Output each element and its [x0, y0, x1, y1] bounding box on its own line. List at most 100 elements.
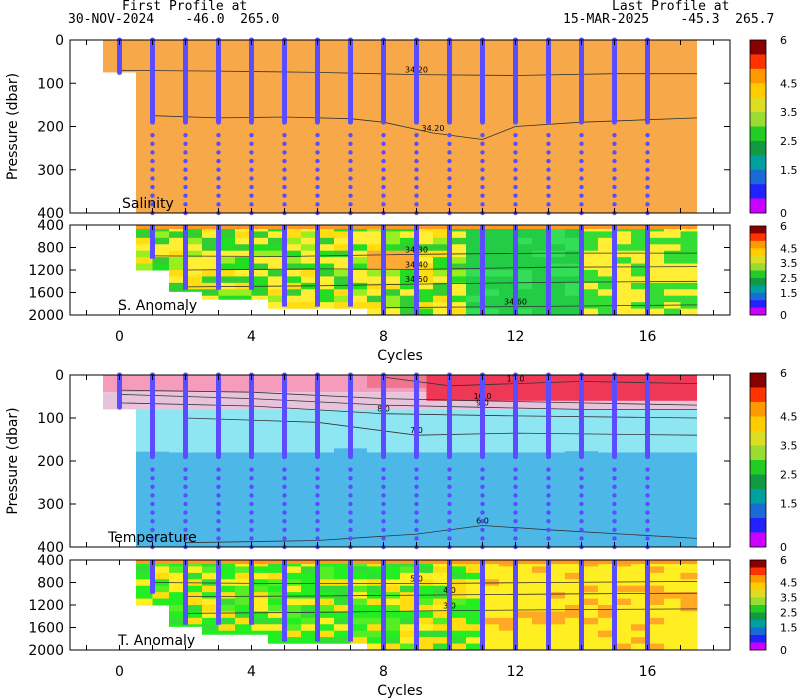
field-cell	[235, 592, 252, 600]
field-cell	[416, 295, 434, 303]
field-cell	[548, 605, 566, 612]
profile-dot	[612, 510, 617, 515]
field-cell	[664, 231, 681, 239]
field-cell	[416, 302, 434, 310]
profile-dot	[513, 132, 518, 138]
profile-dot	[513, 467, 518, 472]
field-cell	[152, 237, 170, 245]
field-cell	[548, 637, 566, 645]
field-cell	[268, 270, 285, 277]
profile-dot	[183, 510, 188, 515]
field-cell	[581, 617, 599, 625]
profile-dot	[183, 193, 188, 198]
colorbar-tick-label: 3.5	[780, 257, 798, 270]
field-cell	[284, 572, 302, 580]
field-cell	[317, 231, 335, 239]
field-cell	[334, 572, 351, 580]
field-cell	[202, 592, 219, 600]
field-cell	[416, 566, 434, 574]
field-cell	[499, 237, 516, 245]
profile-dot	[150, 184, 155, 190]
profile-dot	[612, 132, 617, 138]
field-cell	[268, 244, 285, 252]
field-cell	[680, 276, 698, 284]
field-cell	[400, 585, 417, 593]
colorbar-swatch	[750, 233, 766, 242]
field-cell	[350, 605, 368, 612]
field-cell	[664, 611, 681, 619]
field-cell	[631, 282, 648, 290]
field-cell	[317, 263, 335, 271]
field-cell	[433, 237, 450, 245]
field-cell	[301, 302, 318, 309]
colorbar-swatch	[750, 582, 766, 591]
field-cell	[664, 624, 681, 632]
field-cell	[565, 302, 582, 310]
profile-dot	[414, 167, 419, 172]
field-cell	[565, 566, 582, 574]
field-cell	[301, 237, 318, 245]
field-cell	[598, 579, 615, 587]
profile-dot	[183, 493, 188, 498]
field-cell	[631, 566, 648, 574]
profile-dot	[513, 193, 518, 198]
profile-dot	[447, 501, 452, 507]
field-cell	[251, 289, 269, 297]
y-tick-label: 200	[37, 454, 64, 470]
profile-dot	[480, 158, 485, 164]
field-cell	[367, 605, 384, 612]
colorbar-tick-label: 2.5	[780, 272, 798, 285]
colorbar-tick-label: 0	[780, 541, 787, 554]
contour-label: 34.20	[422, 124, 445, 133]
field-cell	[235, 630, 252, 635]
field-cell	[482, 308, 500, 316]
field-cell	[235, 270, 252, 277]
field-cell	[664, 282, 681, 290]
field-cell	[367, 617, 384, 625]
profile-dot	[216, 176, 221, 181]
field-cell	[565, 231, 582, 239]
profile-dot	[249, 132, 254, 138]
field-cell	[185, 276, 203, 284]
field-cell	[400, 605, 417, 612]
field-cell	[548, 270, 566, 277]
field-cell	[202, 244, 219, 252]
field-cell	[251, 244, 269, 252]
field-cell	[466, 308, 483, 316]
field-cell	[598, 276, 615, 284]
x-tick-label: 8	[379, 664, 388, 680]
panel-field-temperature_anomaly	[136, 560, 698, 651]
field-cell	[185, 611, 203, 619]
field-cell	[235, 566, 252, 574]
field-cell	[367, 630, 384, 638]
field-cell	[548, 276, 566, 284]
profile-dot	[579, 510, 584, 515]
field-cell	[350, 282, 368, 290]
field-cell	[317, 611, 335, 619]
colorbar-swatch	[750, 567, 766, 576]
field-cell	[416, 624, 434, 632]
field-cell	[466, 598, 483, 606]
field-cell	[466, 250, 483, 258]
colorbar-swatch	[750, 597, 766, 606]
field-cell	[367, 257, 384, 265]
field-cell	[317, 289, 335, 297]
colorbar-tick-label: 6	[780, 367, 787, 380]
field-cell	[235, 250, 252, 258]
field-cell	[350, 231, 368, 239]
field-cell	[565, 276, 582, 284]
field-cell	[416, 572, 434, 580]
field-cell	[185, 598, 203, 606]
field-cell	[218, 611, 236, 619]
profile-dot	[513, 176, 518, 181]
field-cell	[152, 244, 170, 252]
y-tick-label: 100	[37, 411, 64, 427]
profile-dot	[546, 493, 551, 498]
profile-dot	[249, 527, 254, 532]
field-cell	[235, 598, 252, 606]
field-cell	[565, 643, 582, 651]
profile-dot	[282, 510, 287, 515]
profile-dot	[480, 476, 485, 481]
field-cell	[482, 289, 500, 297]
